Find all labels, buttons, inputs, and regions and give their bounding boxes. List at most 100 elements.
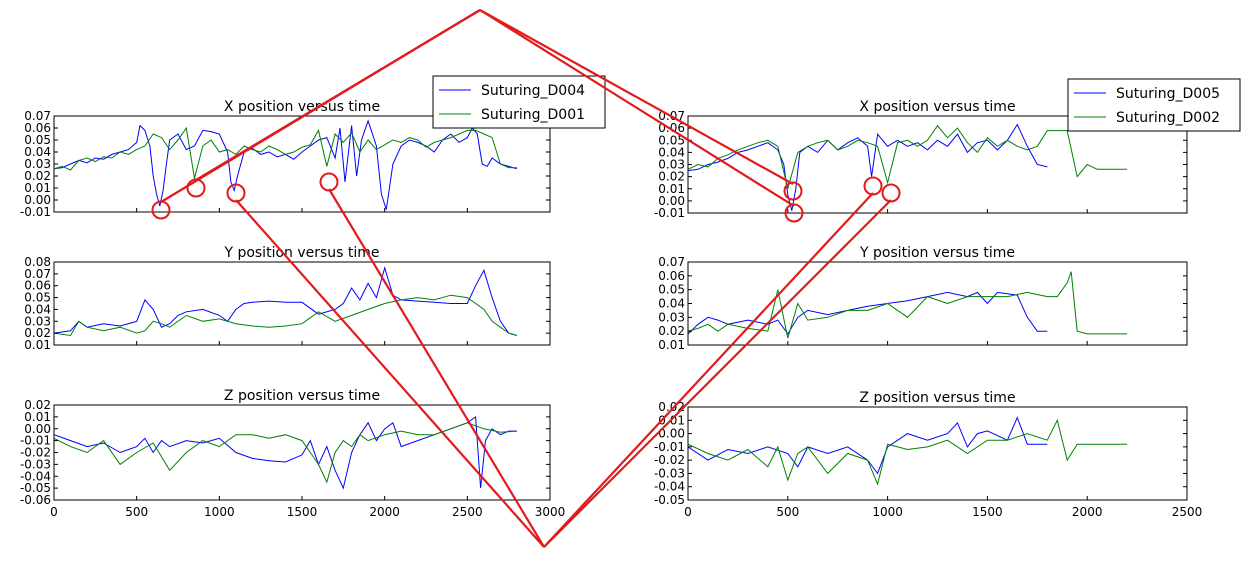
series-line-0-1 — [54, 126, 517, 179]
y-tick-label: 0.02 — [24, 326, 51, 340]
annotation-circle — [319, 172, 339, 192]
x-tick-label: 2500 — [1172, 505, 1203, 519]
y-tick-label: -0.01 — [20, 205, 51, 219]
annotation-circle — [226, 183, 246, 203]
y-tick-label: -0.01 — [654, 440, 685, 454]
y-tick-label: 0.01 — [24, 338, 51, 352]
x-tick-label: 2500 — [452, 505, 483, 519]
axes-frame — [687, 261, 1188, 346]
y-tick-label: 0.07 — [24, 267, 51, 281]
y-tick-label: -0.05 — [654, 493, 685, 507]
chart-4: Y position versus time0.070.060.050.040.… — [658, 245, 1188, 352]
annotation-line — [543, 192, 874, 548]
y-tick-label: 0.04 — [24, 145, 51, 159]
annotation-circle — [881, 183, 901, 203]
series-line-5-0 — [688, 416, 1048, 475]
y-tick-label: 0.07 — [658, 255, 685, 269]
y-tick-label: -0.04 — [20, 469, 51, 483]
chart-title: Y position versus time — [859, 245, 1015, 261]
y-tick-label: -0.01 — [654, 206, 685, 220]
y-tick-label: -0.02 — [20, 446, 51, 460]
annotation-circle — [784, 203, 804, 223]
series-line-2-1 — [54, 422, 517, 484]
annotation-line — [543, 199, 892, 548]
y-tick-label: 0.01 — [24, 410, 51, 424]
y-tick-label: 0.06 — [658, 269, 685, 283]
y-tick-label: 0.04 — [24, 302, 51, 316]
legend-entry: Suturing_D005 — [1116, 86, 1220, 102]
annotation-line — [195, 9, 481, 181]
x-tick-label: 0 — [50, 505, 58, 519]
annotations — [151, 9, 901, 548]
annotation-circle — [151, 200, 171, 220]
y-tick-label: -0.01 — [20, 434, 51, 448]
series-line-4-0 — [688, 291, 1048, 335]
legend-entry: Suturing_D004 — [481, 83, 585, 99]
y-tick-label: 0.02 — [24, 169, 51, 183]
y-tick-label: 0.04 — [658, 297, 685, 311]
chart-title: Z position versus time — [859, 390, 1015, 406]
y-tick-label: 0.01 — [658, 182, 685, 196]
y-tick-label: 0.01 — [24, 181, 51, 195]
series-line-1-1 — [54, 294, 518, 337]
y-tick-label: 0.01 — [658, 338, 685, 352]
series-line-3-1 — [688, 124, 1128, 189]
x-tick-label: 500 — [125, 505, 148, 519]
x-tick-label: 1500 — [287, 505, 318, 519]
y-tick-label: 0.03 — [24, 314, 51, 328]
x-tick-label: 0 — [684, 505, 692, 519]
legend-entry: Suturing_D002 — [1116, 110, 1220, 126]
chart-1: Y position versus time0.080.070.060.050.… — [24, 245, 551, 352]
y-tick-label: 0.05 — [24, 133, 51, 147]
charts: X position versus time0.070.060.050.040.… — [20, 99, 1202, 519]
x-tick-label: 3000 — [535, 505, 566, 519]
legend-entry: Suturing_D001 — [481, 107, 585, 123]
x-tick-label: 2000 — [1072, 505, 1103, 519]
y-tick-label: -0.04 — [654, 480, 685, 494]
y-tick-label: 0.03 — [24, 157, 51, 171]
series-line-4-1 — [688, 271, 1128, 339]
x-tick-label: 500 — [776, 505, 799, 519]
annotation-line — [479, 9, 794, 185]
y-tick-label: -0.03 — [20, 457, 51, 471]
y-tick-label: 0.02 — [658, 400, 685, 414]
series-line-5-1 — [688, 418, 1128, 486]
x-tick-label: 2000 — [369, 505, 400, 519]
annotation-line — [235, 199, 545, 548]
series-line-3-0 — [688, 123, 1048, 211]
y-tick-label: 0.06 — [24, 121, 51, 135]
legend-box — [1067, 78, 1241, 132]
y-tick-label: 0.00 — [658, 194, 685, 208]
axes-frame — [687, 406, 1188, 501]
legends: Suturing_D004 Suturing_D001 Suturing_D005 S… — [432, 75, 1241, 132]
chart-0: X position versus time0.070.060.050.040.… — [20, 99, 551, 219]
x-tick-label: 1500 — [972, 505, 1003, 519]
annotation-circle — [863, 176, 883, 196]
y-tick-label: -0.05 — [20, 481, 51, 495]
y-tick-label: 0.00 — [24, 193, 51, 207]
y-tick-label: 0.07 — [24, 109, 51, 123]
y-tick-label: 0.03 — [658, 310, 685, 324]
chart-title: X position versus time — [224, 99, 380, 115]
y-tick-label: 0.05 — [24, 291, 51, 305]
y-tick-label: 0.06 — [24, 279, 51, 293]
series-line-1-0 — [54, 266, 518, 336]
legend: Suturing_D004 Suturing_D001 — [432, 75, 606, 129]
series-line-2-0 — [54, 415, 517, 490]
y-tick-label: 0.02 — [658, 170, 685, 184]
y-tick-label: 0.00 — [24, 422, 51, 436]
series-line-0-0 — [54, 119, 518, 210]
y-tick-label: 0.05 — [658, 283, 685, 297]
y-tick-label: 0.02 — [24, 398, 51, 412]
chart-title: X position versus time — [859, 99, 1015, 115]
chart-title: Z position versus time — [224, 388, 380, 404]
x-tick-label: 1000 — [872, 505, 903, 519]
annotation-line — [479, 9, 795, 207]
y-tick-label: -0.02 — [654, 453, 685, 467]
y-tick-label: -0.06 — [20, 493, 51, 507]
annotation-line — [328, 188, 545, 548]
annotation-circle — [783, 181, 803, 201]
y-tick-label: 0.05 — [658, 133, 685, 147]
y-tick-label: -0.03 — [654, 466, 685, 480]
